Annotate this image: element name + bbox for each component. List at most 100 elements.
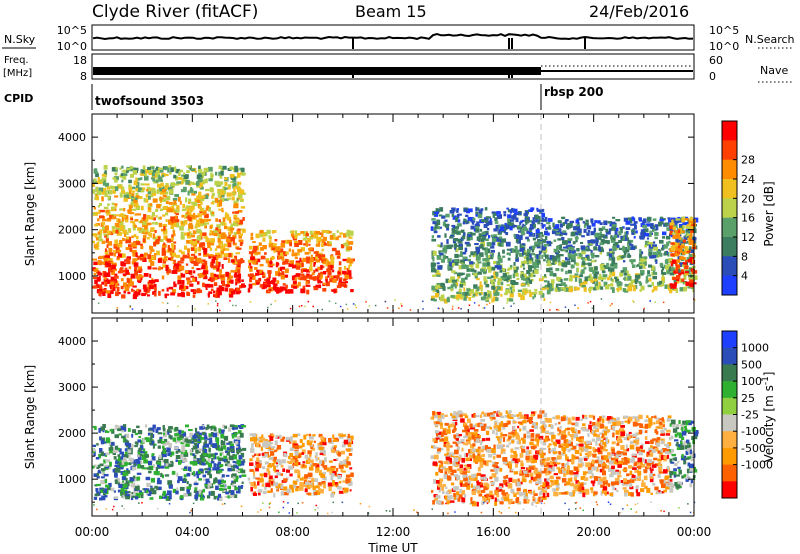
velocity-echo-cell [119, 451, 124, 455]
velocity-echo-cell [344, 487, 349, 493]
power-echo-cell [538, 216, 542, 222]
power-echo-cell [196, 222, 201, 227]
power-echo-cell [181, 214, 184, 218]
power-echo-cell [225, 212, 228, 215]
velocity-echo-cell [205, 426, 208, 431]
power-echo-cell [681, 243, 685, 247]
velocity-echo-cell [137, 457, 142, 461]
velocity-echo-cell [347, 480, 350, 483]
power-echo-cell [281, 266, 286, 270]
power-echo-cell [104, 225, 109, 230]
power-echo-cell [482, 271, 487, 275]
power-echo-cell [135, 205, 141, 210]
power-echo-cell [313, 233, 318, 239]
power-echo-cell [591, 222, 596, 227]
velocity-echo-cell [232, 427, 235, 431]
power-echo-cell [96, 181, 99, 184]
velocity-echo-cell [120, 456, 125, 460]
power-echo-cell [312, 276, 317, 281]
power-echo-cell [186, 165, 192, 168]
power-echo-cell [96, 241, 100, 247]
power-echo-cell [309, 235, 314, 240]
power-echo-cell [610, 240, 615, 243]
velocity-echo-cell [233, 454, 238, 460]
power-echo-cell [248, 251, 254, 255]
power-echo-cell [130, 201, 134, 207]
power-echo-cell [653, 285, 658, 291]
power-echo-cell [640, 258, 645, 263]
velocity-echo-cell [177, 476, 183, 482]
velocity-echo-cell [216, 431, 219, 437]
power-echo-cell [209, 242, 215, 246]
power-echo-cell [187, 190, 190, 196]
power-colorbar-segment [722, 256, 737, 277]
power-colorbar-segment [722, 198, 737, 219]
power-echo-cell [125, 236, 130, 240]
power-echo-cell [122, 237, 125, 242]
power-echo-cell [513, 266, 517, 270]
power-echo-cell [236, 266, 241, 272]
power-echo-cell [505, 276, 509, 280]
power-echo-cell [605, 228, 609, 233]
power-echo-cell [235, 291, 240, 295]
velocity-echo-cell [223, 435, 229, 441]
power-echo-cell [603, 265, 607, 268]
velocity-echo-cell [306, 481, 310, 486]
velocity-echo-cell [349, 435, 354, 440]
power-echo-cell [483, 258, 487, 262]
velocity-echo-cell [311, 477, 315, 483]
power-echo-cell [210, 255, 215, 258]
power-echo-cell [129, 306, 132, 308]
power-echo-cell [498, 258, 503, 263]
power-echo-cell [135, 291, 140, 295]
power-echo-cell [577, 228, 582, 233]
velocity-echo-cell [120, 464, 125, 468]
power-echo-cell [588, 288, 592, 292]
power-echo-cell [114, 275, 119, 279]
power-echo-cell [465, 214, 469, 217]
power-echo-cell [185, 212, 190, 215]
power-echo-cell [546, 226, 549, 229]
power-echo-cell [509, 226, 513, 231]
power-echo-cell [119, 239, 123, 244]
velocity-echo-cell [137, 452, 141, 455]
power-echo-cell [109, 269, 114, 273]
power-echo-cell [95, 186, 99, 191]
velocity-echo-cell [236, 465, 239, 470]
velocity-echo-cell [318, 433, 323, 438]
power-echo-cell [652, 241, 656, 244]
power-echo-cell [242, 285, 246, 288]
velocity-echo-cell [172, 437, 176, 442]
power-echo-cell [190, 289, 195, 292]
power-echo-cell [186, 214, 192, 219]
velocity-echo-cell [118, 448, 122, 452]
velocity-echo-cell [223, 455, 228, 460]
power-echo-cell [302, 275, 306, 281]
power-echo-cell [599, 249, 604, 253]
power-echo-cell [139, 173, 144, 176]
power-echo-cell [611, 261, 615, 266]
velocity-echo-cell [288, 456, 291, 460]
power-echo-cell [277, 251, 282, 255]
power-echo-cell [609, 250, 613, 254]
velocity-echo-cell [102, 424, 106, 428]
power-echo-cell [346, 258, 352, 264]
power-echo-cell [334, 236, 339, 241]
velocity-echo-cell [129, 457, 134, 463]
power-echo-cell [269, 239, 272, 244]
power-echo-cell [653, 225, 656, 228]
power-echo-cell [587, 259, 592, 261]
power-echo-cell [684, 241, 689, 244]
power-echo-cell [235, 185, 238, 188]
velocity-echo-cell [263, 472, 268, 478]
velocity-echo-cell [117, 489, 121, 493]
velocity-echo-cell [169, 451, 175, 456]
velocity-echo-cell [220, 452, 224, 456]
power-echo-cell [142, 216, 146, 221]
power-echo-cell [122, 173, 128, 176]
power-echo-cell [305, 240, 309, 245]
power-echo-cell [151, 211, 155, 217]
velocity-echo-cell [179, 437, 183, 441]
power-echo-cell [647, 232, 652, 237]
power-echo-cell [185, 197, 188, 203]
